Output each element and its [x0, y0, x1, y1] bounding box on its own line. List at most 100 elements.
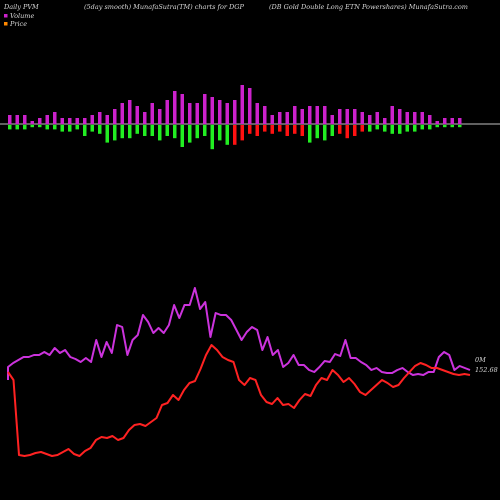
- price-end-label: 152.68: [475, 366, 498, 374]
- volume-bar-up: [218, 100, 222, 124]
- volume-bar-down: [293, 125, 297, 134]
- volume-bar-up: [300, 109, 304, 124]
- volume-bar-down: [435, 125, 439, 128]
- volume-bar-down: [90, 125, 94, 132]
- volume-bar-up: [278, 112, 282, 124]
- volume-bar-up: [105, 115, 109, 124]
- volume-bar-down: [398, 125, 402, 134]
- volume-bar-down: [165, 125, 169, 136]
- volume-bar-up: [173, 91, 177, 124]
- volume-bar-up: [428, 115, 432, 124]
- volume-bar-up: [263, 106, 267, 124]
- volume-bar-up: [308, 106, 312, 124]
- volume-bar-down: [450, 125, 454, 128]
- volume-bar-up: [293, 106, 297, 124]
- volume-bar-down: [173, 125, 177, 139]
- volume-bar-up: [158, 109, 162, 124]
- volume-bar-down: [150, 125, 154, 136]
- volume-line: [7, 287, 471, 380]
- legend-price-swatch: [4, 22, 8, 26]
- series-lines: [7, 287, 471, 457]
- volume-bar-down: [120, 125, 124, 139]
- volume-bar-down: [113, 125, 117, 141]
- volume-bar-up: [60, 118, 64, 124]
- volume-bar-up: [98, 112, 102, 124]
- volume-bar-down: [53, 125, 57, 130]
- volume-bar-down: [83, 125, 87, 136]
- volume-bar-up: [315, 106, 319, 124]
- volume-bar-up: [353, 109, 357, 124]
- volume-bar-down: [105, 125, 109, 143]
- volume-bar-down: [390, 125, 394, 134]
- volume-bar-up: [375, 112, 379, 124]
- volume-bar-up: [83, 118, 87, 124]
- volume-bar-down: [323, 125, 327, 141]
- volume-bars: [8, 85, 462, 150]
- volume-bar-down: [30, 125, 34, 128]
- volume-bar-down: [263, 125, 267, 132]
- volume-bar-down: [308, 125, 312, 143]
- volume-bar-down: [15, 125, 19, 130]
- volume-bar-down: [338, 125, 342, 134]
- volume-end-label: 0M: [475, 356, 486, 364]
- volume-bar-up: [240, 85, 244, 124]
- legend-volume-label: Volume: [10, 12, 34, 20]
- volume-bar-down: [420, 125, 424, 130]
- volume-bar-up: [338, 109, 342, 124]
- volume-bar-down: [135, 125, 139, 134]
- volume-bar-down: [218, 125, 222, 141]
- volume-bar-up: [15, 115, 19, 124]
- volume-bar-up: [195, 103, 199, 124]
- volume-bar-down: [180, 125, 184, 147]
- volume-bar-up: [128, 100, 132, 124]
- volume-bar-up: [450, 118, 454, 124]
- volume-bar-down: [210, 125, 214, 150]
- volume-bar-up: [90, 115, 94, 124]
- volume-bar-down: [45, 125, 49, 130]
- volume-bar-up: [398, 109, 402, 124]
- volume-bar-down: [98, 125, 102, 134]
- volume-bar-down: [330, 125, 334, 136]
- volume-bar-up: [390, 106, 394, 124]
- legend-volume-swatch: [4, 14, 8, 18]
- volume-bar-down: [255, 125, 259, 136]
- volume-bar-up: [120, 103, 124, 124]
- volume-bar-down: [285, 125, 289, 136]
- volume-bar-up: [68, 118, 72, 124]
- volume-bar-down: [405, 125, 409, 132]
- volume-bar-up: [210, 97, 214, 124]
- volume-bar-down: [458, 125, 462, 128]
- volume-bar-up: [330, 115, 334, 124]
- volume-bar-down: [278, 125, 282, 132]
- volume-bar-down: [23, 125, 27, 130]
- header-left: Daily PVM: [3, 3, 39, 11]
- volume-bar-down: [428, 125, 432, 130]
- volume-bar-up: [435, 121, 439, 124]
- volume-bar-up: [113, 109, 117, 124]
- volume-bar-down: [240, 125, 244, 141]
- volume-bar-down: [128, 125, 132, 139]
- volume-bar-down: [248, 125, 252, 134]
- volume-bar-up: [143, 112, 147, 124]
- volume-bar-up: [150, 103, 154, 124]
- volume-bar-up: [225, 103, 229, 124]
- volume-bar-up: [270, 115, 274, 124]
- header-right: (DB Gold Double Long ETN Powershares) Mu…: [269, 3, 468, 11]
- volume-bar-up: [188, 103, 192, 124]
- volume-bar-down: [270, 125, 274, 134]
- volume-bar-down: [300, 125, 304, 136]
- volume-bar-up: [8, 115, 12, 124]
- volume-bar-down: [158, 125, 162, 141]
- volume-bar-up: [420, 112, 424, 124]
- volume-bar-up: [38, 118, 42, 124]
- volume-bar-down: [443, 125, 447, 128]
- volume-bar-up: [383, 118, 387, 124]
- volume-bar-up: [345, 109, 349, 124]
- volume-bar-down: [143, 125, 147, 136]
- volume-bar-down: [360, 125, 364, 132]
- volume-bar-up: [165, 100, 169, 124]
- volume-bar-up: [255, 103, 259, 124]
- volume-bar-up: [368, 115, 372, 124]
- volume-bar-up: [458, 118, 462, 124]
